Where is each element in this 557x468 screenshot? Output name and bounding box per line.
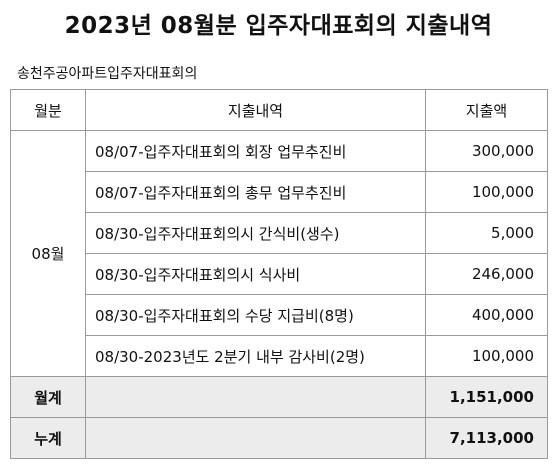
row-description: 08/07-입주자대표회의 회장 업무추진비 xyxy=(85,130,426,172)
header-amount: 지출액 xyxy=(425,89,548,131)
monthly-total-label: 월계 xyxy=(10,376,86,418)
cumulative-total-label: 누계 xyxy=(10,417,86,459)
row-amount: 100,000 xyxy=(425,171,548,213)
table-row: 08/30-입주자대표회의시 간식비(생수) 5,000 xyxy=(11,212,548,254)
table-row: 08/30-입주자대표회의시 식사비 246,000 xyxy=(11,253,548,295)
row-description: 08/07-입주자대표회의 총무 업무추진비 xyxy=(85,171,426,213)
row-description: 08/30-2023년도 2분기 내부 감사비(2명) xyxy=(85,335,426,377)
table-row: 08월 08/07-입주자대표회의 회장 업무추진비 300,000 xyxy=(10,130,548,377)
cumulative-total-amount: 7,113,000 xyxy=(425,417,548,459)
table-row: 08/07-입주자대표회의 총무 업무추진비 100,000 xyxy=(11,171,548,213)
expense-table: 월분 지출내역 지출액 08월 08/07-입주자대표회의 회장 업무추진비 3… xyxy=(10,89,548,459)
table-header-row: 월분 지출내역 지출액 xyxy=(10,89,548,131)
monthly-total-row: 월계 1,151,000 xyxy=(10,376,548,418)
row-amount: 300,000 xyxy=(425,130,548,172)
table-row: 08/30-2023년도 2분기 내부 감사비(2명) 100,000 xyxy=(11,335,548,377)
table-row: 08/30-입주자대표회의 수당 지급비(8명) 400,000 xyxy=(11,294,548,336)
cumulative-total-description xyxy=(85,417,426,459)
row-description: 08/30-입주자대표회의시 간식비(생수) xyxy=(85,212,426,254)
monthly-total-description xyxy=(85,376,426,418)
row-amount: 100,000 xyxy=(425,335,548,377)
monthly-total-amount: 1,151,000 xyxy=(425,376,548,418)
organization-name: 송천주공아파트입주자대표회의 xyxy=(17,66,198,82)
header-month: 월분 xyxy=(10,89,86,131)
row-amount: 5,000 xyxy=(425,212,548,254)
page-title: 2023년 08월분 입주자대표회의 지출내역 xyxy=(64,13,493,39)
row-description: 08/30-입주자대표회의시 식사비 xyxy=(85,253,426,295)
cumulative-total-row: 누계 7,113,000 xyxy=(10,417,548,459)
row-description: 08/30-입주자대표회의 수당 지급비(8명) xyxy=(85,294,426,336)
month-cell: 08월 xyxy=(10,130,86,377)
row-amount: 246,000 xyxy=(425,253,548,295)
row-amount: 400,000 xyxy=(425,294,548,336)
header-description: 지출내역 xyxy=(85,89,426,131)
